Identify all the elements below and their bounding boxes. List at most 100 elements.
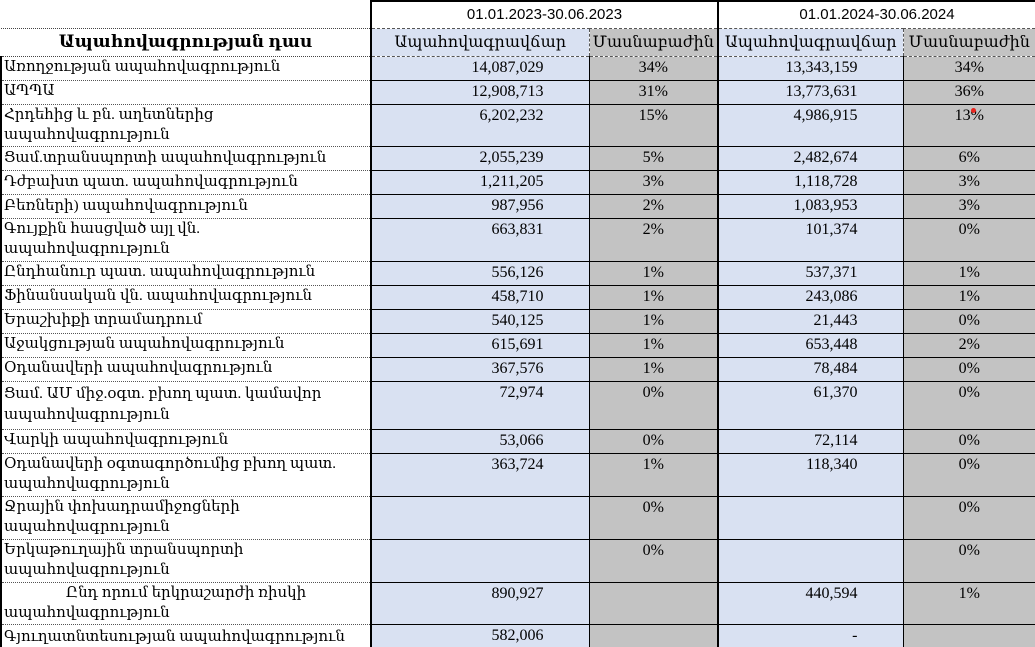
share-cell-2024[interactable]: 3%: [903, 194, 1035, 219]
premium-cell-2024[interactable]: 13,773,631: [718, 80, 904, 105]
premium-cell-2024[interactable]: 101,374: [718, 218, 904, 262]
share-cell-2023[interactable]: 2%: [589, 218, 719, 262]
class-cell[interactable]: Ցամ.տրանսպորտի ապահովագրություն: [0, 146, 372, 171]
premium-cell-2024[interactable]: 78,484: [718, 357, 904, 382]
share-cell-2024[interactable]: 0%: [903, 309, 1035, 334]
share-cell-2024[interactable]: 2%: [903, 333, 1035, 358]
class-cell[interactable]: Գյուղատնտեսության ապահովագրություն: [0, 624, 372, 647]
premium-cell-2024[interactable]: 118,340: [718, 453, 904, 497]
share-cell-2023[interactable]: [589, 624, 719, 647]
share-cell-2024[interactable]: 3%: [903, 170, 1035, 195]
class-cell[interactable]: Օդանավերի օգտագործումից բխող պատ. ապահովա…: [0, 453, 372, 497]
share-cell-2023[interactable]: 1%: [589, 285, 719, 310]
premium-cell-2024[interactable]: 4,986,915: [718, 104, 904, 147]
premium-cell-2023[interactable]: 540,125: [371, 309, 590, 334]
premium-cell-2024[interactable]: 2,482,674: [718, 146, 904, 171]
share-cell-2023[interactable]: 1%: [589, 453, 719, 497]
share-cell-2024[interactable]: 1%: [903, 285, 1035, 310]
share-cell-2024[interactable]: [903, 624, 1035, 647]
share-cell-2023[interactable]: 2%: [589, 194, 719, 219]
premium-cell-2023[interactable]: 72,974: [371, 381, 590, 430]
class-cell[interactable]: Երաշխիքի տրամադրում: [0, 309, 372, 334]
class-cell[interactable]: Վարկի ապահովագրություն: [0, 429, 372, 454]
premium-cell-2023[interactable]: 582,006: [371, 624, 590, 647]
premium-cell-2023[interactable]: 556,126: [371, 261, 590, 286]
share-cell-2024[interactable]: 6%: [903, 146, 1035, 171]
class-cell[interactable]: Գույքին հասցված այլ վն. ապահովագրություն: [0, 218, 372, 262]
class-cell[interactable]: Ընդհանուր պատ. ապահովագրություն: [0, 261, 372, 286]
premium-cell-2023[interactable]: [371, 496, 590, 540]
class-cell[interactable]: Բեռների) ապահովագրություն: [0, 194, 372, 219]
share-cell-2024[interactable]: 34%: [903, 56, 1035, 81]
class-cell[interactable]: ԱՊՊԱ: [0, 80, 372, 105]
premium-cell-2024[interactable]: 13,343,159: [718, 56, 904, 81]
share-cell-2024[interactable]: 0%: [903, 453, 1035, 497]
share-cell-2024[interactable]: 0%: [903, 218, 1035, 262]
premium-cell-2024[interactable]: 1,083,953: [718, 194, 904, 219]
premium-cell-2023[interactable]: 14,087,029: [371, 56, 590, 81]
share-cell-2023[interactable]: 34%: [589, 56, 719, 81]
premium-cell-2024[interactable]: 21,443: [718, 309, 904, 334]
premium-cell-2023[interactable]: 367,576: [371, 357, 590, 382]
premium-cell-2024[interactable]: [718, 496, 904, 540]
share-cell-2024[interactable]: 1%: [903, 582, 1035, 625]
share-cell-2023[interactable]: 0%: [589, 539, 719, 583]
share-cell-2024[interactable]: 0%: [903, 357, 1035, 382]
share-cell-2023[interactable]: 0%: [589, 381, 719, 430]
share-cell-2023[interactable]: 0%: [589, 429, 719, 454]
share-cell-2023[interactable]: 15%: [589, 104, 719, 147]
class-cell[interactable]: Դժբախտ պատ. ապահովագրություն: [0, 170, 372, 195]
share-cell-2023[interactable]: [589, 582, 719, 625]
class-cell[interactable]: Ցամ. ԱՄ միջ.օգտ. բխող պատ. կամավոր ապահով…: [0, 381, 372, 430]
share-cell-2023[interactable]: 1%: [589, 333, 719, 358]
share-cell-2024[interactable]: 36%: [903, 80, 1035, 105]
share-cell-2024[interactable]: 0%: [903, 381, 1035, 430]
share-header-2023[interactable]: Մասնաբաժին: [589, 28, 719, 57]
premium-cell-2024[interactable]: 537,371: [718, 261, 904, 286]
share-cell-2023[interactable]: 1%: [589, 309, 719, 334]
premium-cell-2023[interactable]: 663,831: [371, 218, 590, 262]
share-cell-2024[interactable]: 0%: [903, 496, 1035, 540]
premium-cell-2023[interactable]: 987,956: [371, 194, 590, 219]
class-cell[interactable]: Աջակցության ապահովագրություն: [0, 333, 372, 358]
class-cell[interactable]: Ֆինանսական վն. ապահովագրություն: [0, 285, 372, 310]
share-cell-2024[interactable]: 13%: [903, 104, 1035, 147]
premium-cell-2024[interactable]: 61,370: [718, 381, 904, 430]
premium-cell-2023[interactable]: [371, 539, 590, 583]
premium-cell-2023[interactable]: 6,202,232: [371, 104, 590, 147]
premium-cell-2024[interactable]: 72,114: [718, 429, 904, 454]
share-cell-2023[interactable]: 5%: [589, 146, 719, 171]
premium-cell-2023[interactable]: 1,211,205: [371, 170, 590, 195]
class-cell[interactable]: Ընդ որում երկրաշարժի ռիսկի ապահովագրությո…: [0, 582, 372, 625]
premium-header-2023[interactable]: Ապահովագրավճար: [371, 28, 590, 57]
share-cell-2023[interactable]: 1%: [589, 357, 719, 382]
premium-cell-2023[interactable]: 12,908,713: [371, 80, 590, 105]
premium-cell-2024[interactable]: [718, 539, 904, 583]
premium-cell-2023[interactable]: 615,691: [371, 333, 590, 358]
premium-cell-2023[interactable]: 53,066: [371, 429, 590, 454]
corner-cell[interactable]: [1, 1, 371, 29]
class-cell[interactable]: Երկաթուղային տրանսպորտի ապահովագրություն: [0, 539, 372, 583]
premium-header-2024[interactable]: Ապահովագրավճար: [718, 28, 904, 57]
class-cell[interactable]: Օդանավերի ապահովագրություն: [0, 357, 372, 382]
premium-cell-2024[interactable]: 243,086: [718, 285, 904, 310]
share-cell-2024[interactable]: 0%: [903, 429, 1035, 454]
share-header-2024[interactable]: Մասնաբաժին: [903, 28, 1035, 57]
premium-cell-2023[interactable]: 363,724: [371, 453, 590, 497]
premium-cell-2024[interactable]: -: [718, 624, 904, 647]
class-cell[interactable]: Ջրային փոխադրամիջոցների ապահովագրություն: [0, 496, 372, 540]
class-cell[interactable]: Առողջության ապահովագրություն: [0, 56, 372, 81]
share-cell-2024[interactable]: 1%: [903, 261, 1035, 286]
class-cell[interactable]: Հրդեհից և բն. աղետներից ապահովագրություն: [0, 104, 372, 147]
premium-cell-2024[interactable]: 653,448: [718, 333, 904, 358]
share-cell-2023[interactable]: 31%: [589, 80, 719, 105]
premium-cell-2023[interactable]: 890,927: [371, 582, 590, 625]
premium-cell-2024[interactable]: 1,118,728: [718, 170, 904, 195]
share-cell-2023[interactable]: 1%: [589, 261, 719, 286]
premium-cell-2023[interactable]: 2,055,239: [371, 146, 590, 171]
premium-cell-2023[interactable]: 458,710: [371, 285, 590, 310]
share-cell-2023[interactable]: 0%: [589, 496, 719, 540]
class-column-header[interactable]: Ապահովագրության դաս: [1, 28, 372, 57]
share-cell-2024[interactable]: 0%: [903, 539, 1035, 583]
share-cell-2023[interactable]: 3%: [589, 170, 719, 195]
